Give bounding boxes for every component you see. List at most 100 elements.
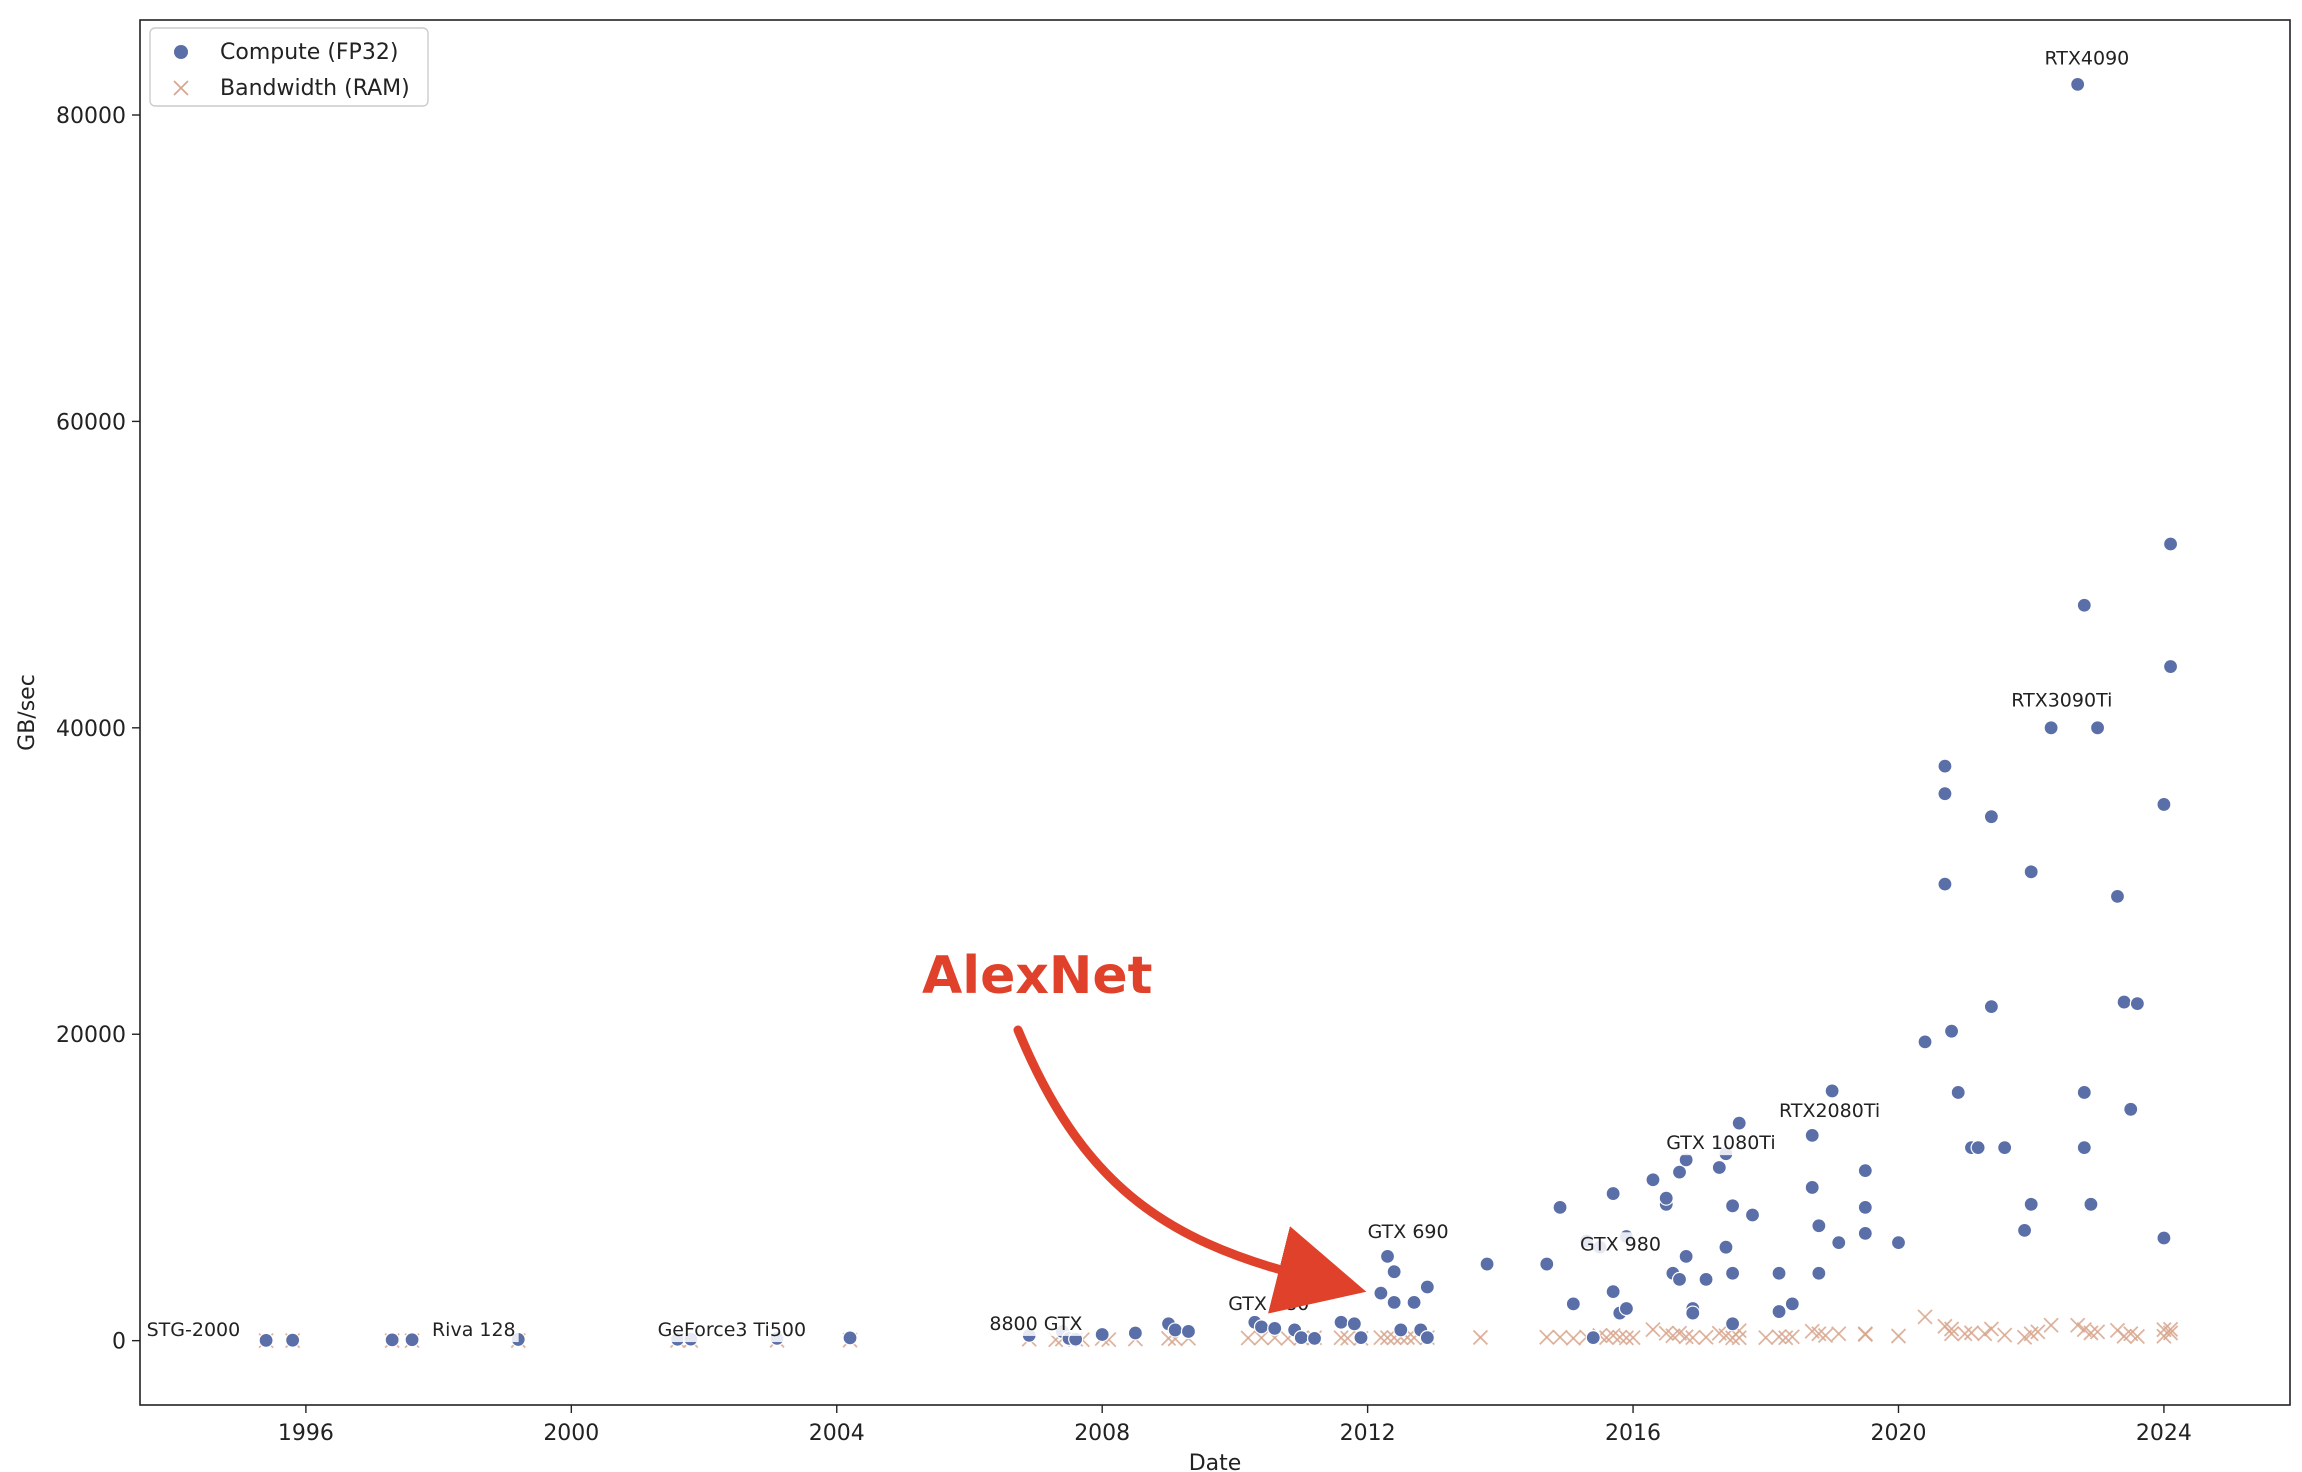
compute-point [2123, 1101, 2139, 1117]
compute-point [2162, 536, 2179, 552]
compute-point [1784, 1296, 1800, 1312]
x-tick-label: 2012 [1340, 1421, 1396, 1446]
compute-point [842, 1330, 858, 1346]
compute-point [1831, 1234, 1847, 1251]
legend-bandwidth-label: Bandwidth (RAM) [220, 76, 410, 101]
bandwidth-point [1857, 1326, 1873, 1343]
compute-point [1127, 1325, 1143, 1341]
compute-point [1857, 1199, 1873, 1215]
bandwidth-point [1618, 1330, 1635, 1346]
compute-point [1379, 1248, 1396, 1264]
gpu-label: 8800 GTX [989, 1313, 1082, 1335]
compute-point [1671, 1164, 1688, 1180]
compute-point [1353, 1329, 1369, 1346]
compute-point [1479, 1256, 1495, 1272]
compute-point [1997, 1140, 2013, 1156]
compute-point [2070, 76, 2086, 92]
y-tick-label: 20000 [56, 1023, 126, 1048]
bandwidth-point [1731, 1330, 1747, 1346]
compute-point [2089, 720, 2106, 736]
compute-point [1333, 1314, 1349, 1330]
gpu-label: RTX3090Ti [2011, 689, 2112, 711]
compute-point [1094, 1326, 1110, 1343]
compute-point [1333, 1271, 1349, 1287]
compute-point [1419, 1279, 1435, 1295]
gpu-label-bg [1576, 1232, 1664, 1257]
gpu-labels: STG-2000 Riva 128 GeForce3 Ti500 8800 GTX GT… [143, 46, 2133, 1343]
compute-point [2016, 1222, 2033, 1238]
compute-point [1678, 1248, 1694, 1264]
compute-point [1950, 1084, 1966, 1101]
compute-point [1983, 809, 1999, 825]
y-tick-label: 0 [112, 1330, 126, 1355]
x-tick-label: 1996 [278, 1421, 334, 1446]
compute-point [1771, 1303, 1787, 1320]
bandwidth-point [1552, 1329, 1568, 1345]
bandwidth-point [1963, 1325, 1980, 1341]
compute-point [2076, 1084, 2092, 1101]
compute-point [1811, 1218, 1827, 1234]
compute-point [1698, 1271, 1714, 1287]
gpu-label-bg [1663, 1131, 1779, 1156]
gpu-label: GTX 690 [1368, 1221, 1449, 1243]
compute-point [2076, 1140, 2092, 1156]
compute-point [1373, 1285, 1389, 1301]
gpu-label: RTX4090 [2044, 47, 2129, 69]
compute-point [1585, 1329, 1601, 1346]
bandwidth-point [1472, 1329, 1489, 1346]
compute-point [1724, 1265, 1741, 1281]
compute-point [1711, 1159, 1727, 1176]
compute-point [2156, 796, 2172, 813]
gpu-label: STG-2000 [147, 1319, 241, 1341]
compute-point [1943, 1023, 1960, 1039]
compute-point [1346, 1316, 1362, 1332]
bandwidth-point [1957, 1326, 1973, 1342]
compute-point [1180, 1323, 1197, 1340]
compute-point [1771, 1265, 1787, 1281]
bandwidth-point [1645, 1321, 1661, 1338]
compute-point [1386, 1264, 1402, 1280]
compute-point [2116, 994, 2132, 1010]
legend-bandwidth-marker [173, 80, 189, 96]
compute-point [285, 1332, 301, 1348]
compute-point [1857, 1225, 1873, 1242]
compute-point [1605, 1284, 1621, 1300]
bandwidth-point [2070, 1317, 2086, 1333]
compute-point [2043, 720, 2059, 736]
compute-point [1917, 1034, 1933, 1050]
compute-point [1671, 1271, 1688, 1287]
compute-point [1937, 758, 1953, 774]
bandwidth-point [1539, 1329, 1555, 1345]
gpu-label-bg [1364, 1220, 1452, 1245]
gpu-label: GeForce3 Ti500 [658, 1319, 807, 1341]
gpu-label: GTX 480 [1228, 1293, 1309, 1315]
gpu-label: GTX 1080Ti [1666, 1132, 1775, 1154]
compute-point [1811, 1265, 1827, 1281]
legend-box [149, 27, 429, 107]
compute-point [1645, 1172, 1661, 1188]
legend-compute-label: Compute (FP32) [220, 40, 398, 65]
bandwidth-point [1778, 1330, 1794, 1346]
compute-point [1685, 1305, 1701, 1321]
gpu-label: RTX2080Ti [1779, 1100, 1880, 1122]
compute-point [1167, 1322, 1183, 1338]
compute-point [1267, 1320, 1283, 1336]
y-tick-label: 40000 [56, 717, 126, 742]
legend: Compute (FP32) Bandwidth (RAM) [149, 27, 429, 107]
compute-series [258, 76, 2179, 1348]
alexnet-annotation: AlexNet [922, 946, 1367, 1314]
bandwidth-point [1373, 1329, 1389, 1346]
compute-point [1552, 1199, 1568, 1215]
compute-point [1724, 1316, 1741, 1332]
bandwidth-point [1685, 1329, 1701, 1346]
bandwidth-point [1565, 1330, 1581, 1346]
compute-point [1605, 1185, 1621, 1202]
compute-point [1565, 1296, 1581, 1312]
x-tick-label: 2024 [2136, 1421, 2192, 1446]
compute-point [404, 1332, 420, 1348]
gpu-label-bg [654, 1318, 810, 1343]
bandwidth-point [1943, 1326, 1960, 1342]
compute-point [2023, 1196, 2039, 1212]
alexnet-arrow [1013, 1025, 1367, 1314]
compute-point [1937, 876, 1953, 892]
